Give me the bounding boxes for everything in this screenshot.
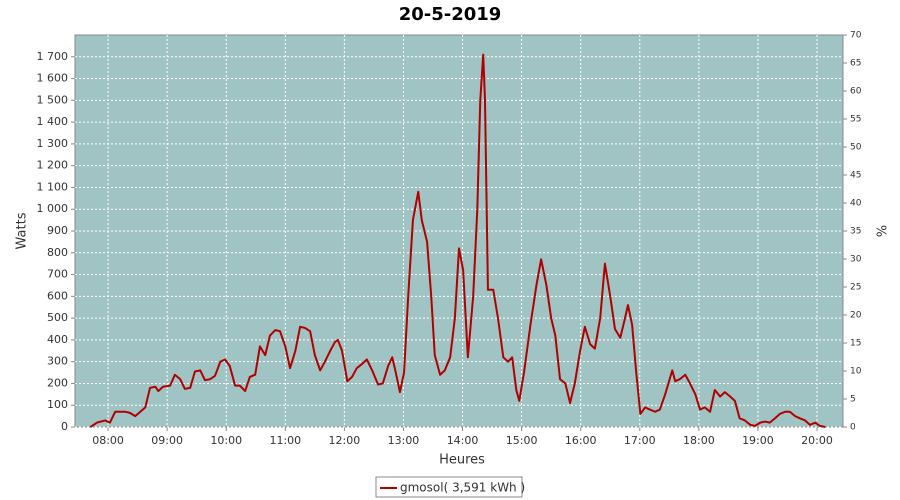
y-tick-label: 1 600 xyxy=(37,72,69,85)
x-tick-label: 10:00 xyxy=(210,434,242,447)
y-tick-label: 1 000 xyxy=(37,202,69,215)
y2-tick-label: 55 xyxy=(850,115,861,125)
y2-tick-label: 60 xyxy=(850,87,862,97)
y-axis-title: Watts xyxy=(15,212,30,249)
x-tick-label: 11:00 xyxy=(269,434,301,447)
x-tick-label: 12:00 xyxy=(329,434,361,447)
y2-tick-label: 10 xyxy=(850,367,862,377)
y-tick-label: 300 xyxy=(47,355,68,368)
x-tick-label: 14:00 xyxy=(447,434,479,447)
y-tick-label: 600 xyxy=(47,289,68,302)
x-tick-label: 19:00 xyxy=(742,434,774,447)
x-tick-label: 09:00 xyxy=(151,434,183,447)
y-tick-label: 200 xyxy=(47,376,68,389)
x-tick-label: 18:00 xyxy=(683,434,715,447)
legend-label: gmosol( 3,591 kWh ) xyxy=(400,481,525,495)
y-tick-label: 900 xyxy=(47,224,68,237)
y2-tick-label: 65 xyxy=(850,59,861,69)
y2-tick-label: 20 xyxy=(850,311,862,321)
y2-tick-label: 15 xyxy=(850,339,861,349)
y-tick-label: 100 xyxy=(47,398,68,411)
y-tick-label: 1 700 xyxy=(37,50,69,63)
x-tick-label: 13:00 xyxy=(388,434,420,447)
y-tick-label: 1 300 xyxy=(37,137,69,150)
y-tick-label: 500 xyxy=(47,311,68,324)
y-tick-label: 400 xyxy=(47,333,68,346)
y2-tick-label: 40 xyxy=(850,199,862,209)
y-tick-label: 1 400 xyxy=(37,115,69,128)
chart-title: 20-5-2019 xyxy=(399,4,502,25)
y2-axis-title: % xyxy=(873,225,888,237)
y-tick-label: 1 500 xyxy=(37,93,69,106)
y2-tick-label: 35 xyxy=(850,227,861,237)
y2-tick-label: 25 xyxy=(850,283,861,293)
y-tick-label: 800 xyxy=(47,246,68,259)
x-tick-label: 17:00 xyxy=(624,434,656,447)
y2-tick-label: 5 xyxy=(850,395,856,405)
y2-tick-label: 70 xyxy=(850,31,862,41)
x-axis-title: Heures xyxy=(439,453,485,468)
y2-tick-label: 45 xyxy=(850,171,861,181)
y-tick-label: 0 xyxy=(61,420,68,433)
line-series xyxy=(89,53,826,428)
legend xyxy=(375,476,523,498)
y-tick-label: 1 100 xyxy=(37,180,69,193)
x-tick-label: 20:00 xyxy=(801,434,833,447)
x-tick-label: 08:00 xyxy=(92,434,124,447)
y-tick-label: 1 200 xyxy=(37,159,69,172)
y-tick-label: 700 xyxy=(47,268,68,281)
x-tick-label: 16:00 xyxy=(565,434,597,447)
y2-tick-label: 30 xyxy=(850,255,862,265)
x-tick-label: 15:00 xyxy=(506,434,538,447)
y2-tick-label: 0 xyxy=(850,423,856,433)
y2-tick-label: 50 xyxy=(850,143,862,153)
